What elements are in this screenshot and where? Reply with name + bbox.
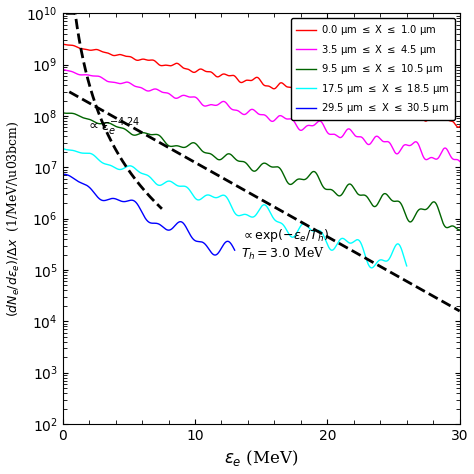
3.5 μm $\leq$ X $\leq$ 4.5 μm <box>238 110 244 116</box>
9.5 μm $\leq$ X $\leq$ 10.5 μm <box>210 152 215 158</box>
17.5 μm $\leq$ X $\leq$ 18.5 μm <box>107 163 113 168</box>
0.0 μm $\leq$ X $\leq$ 1.0 μm <box>154 60 160 66</box>
Text: $\propto\epsilon_e^{-4.24}$: $\propto\epsilon_e^{-4.24}$ <box>86 115 141 137</box>
17.5 μm $\leq$ X $\leq$ 18.5 μm <box>354 237 359 243</box>
0.0 μm $\leq$ X $\leq$ 1.0 μm <box>454 123 459 129</box>
9.5 μm $\leq$ X $\leq$ 10.5 μm <box>238 158 244 164</box>
Y-axis label: $(dN_e/d\varepsilon_e)/\Delta x$  (1/MeV/\u03bcm): $(dN_e/d\varepsilon_e)/\Delta x$ (1/MeV/… <box>6 120 21 317</box>
3.5 μm $\leq$ X $\leq$ 4.5 μm <box>156 88 162 93</box>
29.5 μm $\leq$ X $\leq$ 30.5 μm <box>198 239 203 245</box>
X-axis label: $\varepsilon_e$ (MeV): $\varepsilon_e$ (MeV) <box>224 448 298 468</box>
17.5 μm $\leq$ X $\leq$ 18.5 μm <box>195 197 201 203</box>
3.5 μm $\leq$ X $\leq$ 4.5 μm <box>154 87 160 92</box>
29.5 μm $\leq$ X $\leq$ 30.5 μm <box>119 199 125 204</box>
Line: 17.5 μm $\leq$ X $\leq$ 18.5 μm: 17.5 μm $\leq$ X $\leq$ 18.5 μm <box>63 148 407 268</box>
9.5 μm $\leq$ X $\leq$ 10.5 μm <box>156 133 162 138</box>
Line: 29.5 μm $\leq$ X $\leq$ 30.5 μm: 29.5 μm $\leq$ X $\leq$ 30.5 μm <box>63 174 235 255</box>
Line: 0.0 μm $\leq$ X $\leq$ 1.0 μm: 0.0 μm $\leq$ X $\leq$ 1.0 μm <box>63 44 460 127</box>
17.5 μm $\leq$ X $\leq$ 18.5 μm <box>170 180 175 185</box>
0.0 μm $\leq$ X $\leq$ 1.0 μm <box>156 62 162 68</box>
3.5 μm $\leq$ X $\leq$ 4.5 μm <box>60 66 65 72</box>
Legend: 0.0 μm $\leq$ X $\leq$ 1.0 μm, 3.5 μm $\leq$ X $\leq$ 4.5 μm, 9.5 μm $\leq$ X $\: 0.0 μm $\leq$ X $\leq$ 1.0 μm, 3.5 μm $\… <box>292 18 455 120</box>
29.5 μm $\leq$ X $\leq$ 30.5 μm <box>232 247 237 253</box>
9.5 μm $\leq$ X $\leq$ 10.5 μm <box>454 226 459 231</box>
17.5 μm $\leq$ X $\leq$ 18.5 μm <box>60 146 65 151</box>
3.5 μm $\leq$ X $\leq$ 4.5 μm <box>454 157 459 163</box>
29.5 μm $\leq$ X $\leq$ 30.5 μm <box>150 220 156 226</box>
9.5 μm $\leq$ X $\leq$ 10.5 μm <box>152 132 158 137</box>
0.0 μm $\leq$ X $\leq$ 1.0 μm <box>457 124 463 129</box>
Line: 3.5 μm $\leq$ X $\leq$ 4.5 μm: 3.5 μm $\leq$ X $\leq$ 4.5 μm <box>63 69 460 161</box>
9.5 μm $\leq$ X $\leq$ 10.5 μm <box>457 227 463 233</box>
29.5 μm $\leq$ X $\leq$ 30.5 μm <box>212 252 218 258</box>
17.5 μm $\leq$ X $\leq$ 18.5 μm <box>255 209 261 215</box>
17.5 μm $\leq$ X $\leq$ 18.5 μm <box>369 265 374 271</box>
9.5 μm $\leq$ X $\leq$ 10.5 μm <box>60 110 65 116</box>
0.0 μm $\leq$ X $\leq$ 1.0 μm <box>210 70 215 76</box>
0.0 μm $\leq$ X $\leq$ 1.0 μm <box>238 80 244 85</box>
29.5 μm $\leq$ X $\leq$ 30.5 μm <box>114 197 120 202</box>
0.0 μm $\leq$ X $\leq$ 1.0 μm <box>456 124 461 130</box>
Line: 9.5 μm $\leq$ X $\leq$ 10.5 μm: 9.5 μm $\leq$ X $\leq$ 10.5 μm <box>63 113 460 230</box>
3.5 μm $\leq$ X $\leq$ 4.5 μm <box>152 86 158 92</box>
29.5 μm $\leq$ X $\leq$ 30.5 μm <box>80 181 86 186</box>
0.0 μm $\leq$ X $\leq$ 1.0 μm <box>60 41 65 47</box>
9.5 μm $\leq$ X $\leq$ 10.5 μm <box>456 227 462 233</box>
3.5 μm $\leq$ X $\leq$ 4.5 μm <box>457 158 463 164</box>
17.5 μm $\leq$ X $\leq$ 18.5 μm <box>404 263 410 269</box>
9.5 μm $\leq$ X $\leq$ 10.5 μm <box>154 132 160 137</box>
0.0 μm $\leq$ X $\leq$ 1.0 μm <box>152 58 158 64</box>
3.5 μm $\leq$ X $\leq$ 4.5 μm <box>210 102 215 108</box>
29.5 μm $\leq$ X $\leq$ 30.5 μm <box>60 171 65 177</box>
Text: $\propto\exp(-\epsilon_e/T_h)$
$T_h = 3.0$ MeV: $\propto\exp(-\epsilon_e/T_h)$ $T_h = 3.… <box>241 227 329 262</box>
29.5 μm $\leq$ X $\leq$ 30.5 μm <box>167 227 173 233</box>
17.5 μm $\leq$ X $\leq$ 18.5 μm <box>337 238 342 244</box>
